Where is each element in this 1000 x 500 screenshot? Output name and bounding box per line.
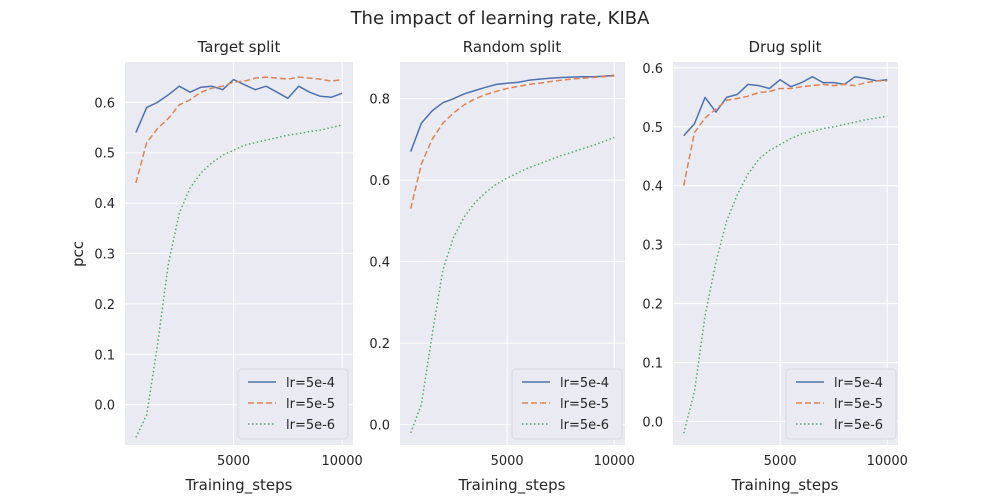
x-axis-label: Training_steps [731,476,839,495]
y-tick-label: 0.4 [369,256,390,271]
y-tick-label: 0.6 [369,174,390,189]
legend-label-lr5e-4: lr=5e-4 [560,376,609,391]
x-axis-label: Training_steps [458,476,566,495]
y-tick-label: 0.6 [642,62,663,77]
y-tick-label: 0.0 [369,419,390,434]
y-tick-label: 0.4 [94,197,115,212]
y-tick-label: 0.3 [642,239,663,254]
series-lines [409,74,615,434]
legend-label-lr5e-4: lr=5e-4 [286,376,335,391]
panel-target: 0.0 0.1 0.2 0.3 0.4 0.5 0.6 5000 10000 Target sp… [69,38,363,495]
legend-box [511,368,623,440]
legend-label-lr5e-6: lr=5e-6 [834,418,883,433]
legend-label-lr5e-4: lr=5e-4 [834,376,883,391]
series-line-lr5e5 [135,76,343,184]
panel-drug: 0.0 0.1 0.2 0.3 0.4 0.5 0.6 5000 10000 Drug spli… [642,38,908,495]
legend: lr=5e-4 lr=5e-5 lr=5e-6 [785,368,897,440]
x-tick-label: 10000 [321,454,362,469]
series-line-lr5e6 [409,136,615,434]
tick-labels: 0.0 0.1 0.2 0.3 0.4 0.5 0.6 5000 10000 [642,62,908,469]
series-line-lr5e5 [409,75,615,209]
y-tick-label: 0.2 [94,298,115,313]
y-tick-label: 0.6 [94,96,115,111]
legend-box [785,368,897,440]
legend-label-lr5e-6: lr=5e-6 [560,418,609,433]
y-tick-label: 0.0 [94,399,115,414]
x-tick-label: 5000 [491,454,524,469]
x-tick-label: 5000 [217,454,250,469]
legend: lr=5e-4 lr=5e-5 lr=5e-6 [511,368,623,440]
x-axis-label: Training_steps [185,476,293,495]
y-tick-label: 0.1 [94,348,115,363]
y-tick-label: 0.2 [369,337,390,352]
y-tick-label: 0.1 [642,357,663,372]
series-line-lr5e5 [682,80,888,186]
panel-random: 0.0 0.2 0.4 0.6 0.8 5000 10000 Random split Tr… [369,38,635,495]
legend: lr=5e-4 lr=5e-5 lr=5e-6 [237,368,349,440]
y-tick-label: 0.8 [369,93,390,108]
panel-title: Target split [197,38,281,56]
series-line-lr5e6 [135,124,343,438]
x-tick-label: 5000 [764,454,797,469]
figure-title: The impact of learning rate, KIBA [350,8,651,29]
series-line-lr5e4 [409,74,615,152]
panel-title: Drug split [748,38,821,56]
legend-label-lr5e-6: lr=5e-6 [286,418,335,433]
series-line-lr5e4 [683,75,888,137]
y-tick-label: 0.5 [94,147,115,162]
y-tick-label: 0.0 [642,415,663,430]
legend-label-lr5e-5: lr=5e-5 [286,397,335,412]
legend-label-lr5e-5: lr=5e-5 [560,397,609,412]
y-tick-label: 0.3 [94,248,115,263]
tick-labels: 0.0 0.2 0.4 0.6 0.8 5000 10000 [369,93,635,469]
x-tick-label: 10000 [594,454,635,469]
series-lines [682,75,888,434]
y-tick-label: 0.5 [642,121,663,136]
x-tick-label: 10000 [867,454,908,469]
y-tick-label: 0.2 [642,298,663,313]
legend-box [237,368,349,440]
series-line-lr5e6 [682,115,888,434]
legend-label-lr5e-5: lr=5e-5 [834,397,883,412]
series-lines [135,76,343,438]
panel-title: Random split [463,38,562,56]
y-axis-label: pcc [69,241,87,267]
tick-labels: 0.0 0.1 0.2 0.3 0.4 0.5 0.6 5000 10000 [94,96,363,469]
y-tick-label: 0.4 [642,180,663,195]
